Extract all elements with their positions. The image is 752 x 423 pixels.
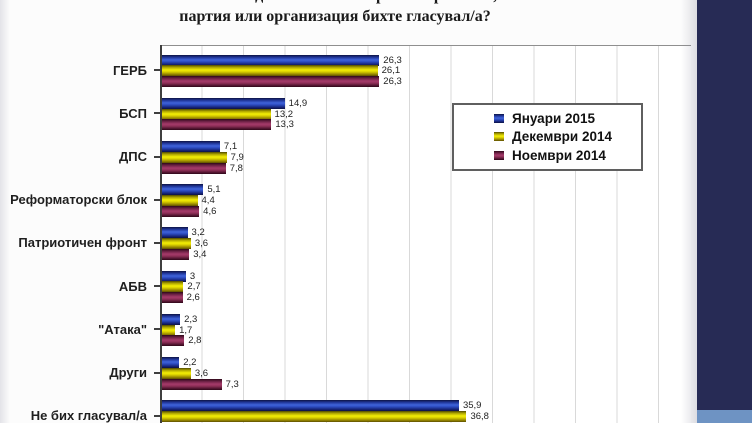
bar-value-label: 2,6 <box>186 292 200 304</box>
sidebar-stripe <box>697 0 752 410</box>
bar <box>161 335 185 347</box>
category-label: ДПС <box>119 149 147 165</box>
legend-marker-december-2014-icon <box>494 132 504 142</box>
bar-value-label: 26,1 <box>381 65 401 77</box>
bar-value-label: 7,9 <box>230 151 244 163</box>
bar <box>161 205 200 217</box>
bar <box>161 248 190 260</box>
bar-value-label: 3,6 <box>194 238 209 250</box>
bar-value-label: 3 <box>189 270 196 282</box>
category-tick <box>154 112 160 115</box>
bar-value-label: 5,1 <box>207 184 221 196</box>
bar-value-label: 3,6 <box>194 367 209 379</box>
bar <box>161 97 285 109</box>
bar <box>161 281 184 293</box>
bar <box>161 313 181 325</box>
bar <box>161 184 204 196</box>
bar <box>161 54 380 66</box>
bar <box>161 324 176 336</box>
bar-value-label: 26,3 <box>383 54 402 66</box>
bar <box>161 119 272 131</box>
category-label: БСП <box>119 105 147 121</box>
category-label: Реформаторски блок <box>10 192 147 208</box>
bar <box>161 65 378 77</box>
legend-label: Декември 2014 <box>512 129 612 145</box>
category-label: Други <box>109 365 147 381</box>
bar-value-label: 2,8 <box>188 335 202 347</box>
bar <box>161 410 467 422</box>
left-edge-shade <box>0 0 10 423</box>
bar <box>161 151 227 163</box>
bar-value-label: 36,8 <box>470 410 489 422</box>
bar <box>161 194 198 206</box>
bar-value-label: 1,7 <box>179 324 193 336</box>
bar-value-label: 7,8 <box>229 162 243 174</box>
bar-value-label: 35,9 <box>462 400 482 412</box>
category-label: Не бих гласувал/а <box>30 408 147 423</box>
legend-marker-november-2014-icon <box>494 151 504 161</box>
legend-marker-january-2015-icon <box>494 113 504 123</box>
category-tick <box>154 285 160 288</box>
legend-item: Ноември 2014 <box>494 148 637 163</box>
bar-value-label: 2,7 <box>187 281 201 293</box>
title-line-2: партия или организация бихте гласувал/а? <box>179 8 491 25</box>
category-label: Патриотичен фронт <box>18 235 147 251</box>
legend-label: Януари 2015 <box>512 110 596 126</box>
legend: Януари 2015 Декември 2014 Ноември 2014 <box>452 103 643 171</box>
legend-item: Декември 2014 <box>494 129 637 144</box>
bar-value-label: 13,2 <box>274 108 294 120</box>
category-tick <box>154 155 160 158</box>
right-edge-shade <box>681 0 697 423</box>
bar-value-label: 4,4 <box>201 194 215 206</box>
bar <box>161 162 226 174</box>
bar-value-label: 2,2 <box>183 356 197 368</box>
category-tick <box>154 242 160 244</box>
bar <box>161 238 191 250</box>
legend-item: Януари 2015 <box>494 111 637 126</box>
page-title: Ако в близката неделя имаше избори за па… <box>0 0 670 27</box>
bar-value-label: 3,4 <box>193 248 207 260</box>
sidebar-bottom-accent <box>697 410 752 423</box>
bar-value-label: 14,9 <box>288 97 308 109</box>
category-tick <box>154 198 160 201</box>
bar <box>161 367 191 379</box>
category-label: АБВ <box>118 278 147 294</box>
category-tick <box>154 328 160 331</box>
bar <box>161 292 183 304</box>
legend-label: Ноември 2014 <box>512 148 606 164</box>
bar <box>161 108 271 120</box>
bar <box>161 356 180 368</box>
category-tick <box>154 414 160 417</box>
plot-area: 26,3 26,1 26,3 14,9 13,2 13,3 7,1 7,9 7,8 5,1 4,4 4… <box>161 45 691 423</box>
bar-value-label: 13,3 <box>275 119 294 131</box>
category-label: "Атака" <box>98 321 147 337</box>
bar-value-label: 26,3 <box>383 76 402 88</box>
bar-value-label: 7,3 <box>225 378 239 390</box>
bar <box>161 378 222 390</box>
category-label: ГЕРБ <box>112 62 147 78</box>
bar-value-label: 2,3 <box>184 313 198 325</box>
category-tick <box>154 69 160 72</box>
bar <box>161 227 188 239</box>
y-axis-line <box>160 45 162 423</box>
title-line-1: Ако в близката неделя имаше избори за па… <box>0 0 670 6</box>
bar <box>161 76 380 88</box>
bar-value-label: 3,2 <box>191 227 205 239</box>
category-tick <box>154 371 160 374</box>
bar <box>161 270 186 282</box>
category-labels: ГЕРБ БСП ДПС Реформаторски блок Патриотичен … <box>0 0 160 423</box>
bar-value-label: 4,6 <box>203 205 217 217</box>
bar-value-label: 7,1 <box>223 140 238 152</box>
bar <box>161 140 220 152</box>
bar <box>161 400 459 412</box>
